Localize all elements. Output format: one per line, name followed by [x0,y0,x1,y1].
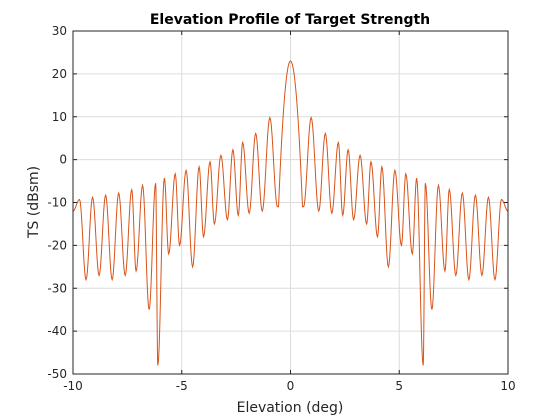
x-axis-label: Elevation (deg) [237,400,344,416]
x-tick-label: 5 [395,379,403,393]
y-tick-label: -10 [47,196,67,210]
y-tick-label: -50 [47,367,67,381]
series-layer [72,60,509,366]
y-tick-label: -40 [47,324,67,338]
y-axis-label: TS (dBsm) [26,166,42,239]
y-tick-label: 30 [52,24,67,38]
x-tick-label: -5 [176,379,188,393]
x-axis-ticks: -10 -5 0 5 10 [63,31,516,393]
y-axis-ticks: 30 20 10 0 -10 -20 -30 -40 -50 [47,24,508,381]
y-tick-label: -20 [47,238,67,252]
x-tick-label: 0 [287,379,295,393]
y-tick-label: 0 [59,153,67,167]
chart-title: Elevation Profile of Target Strength [150,12,430,28]
ts-series-line [72,60,509,366]
x-tick-label: -10 [63,379,83,393]
x-tick-label: 10 [500,379,515,393]
y-tick-label: -30 [47,281,67,295]
y-tick-label: 10 [52,110,67,124]
y-tick-label: 20 [52,67,67,81]
